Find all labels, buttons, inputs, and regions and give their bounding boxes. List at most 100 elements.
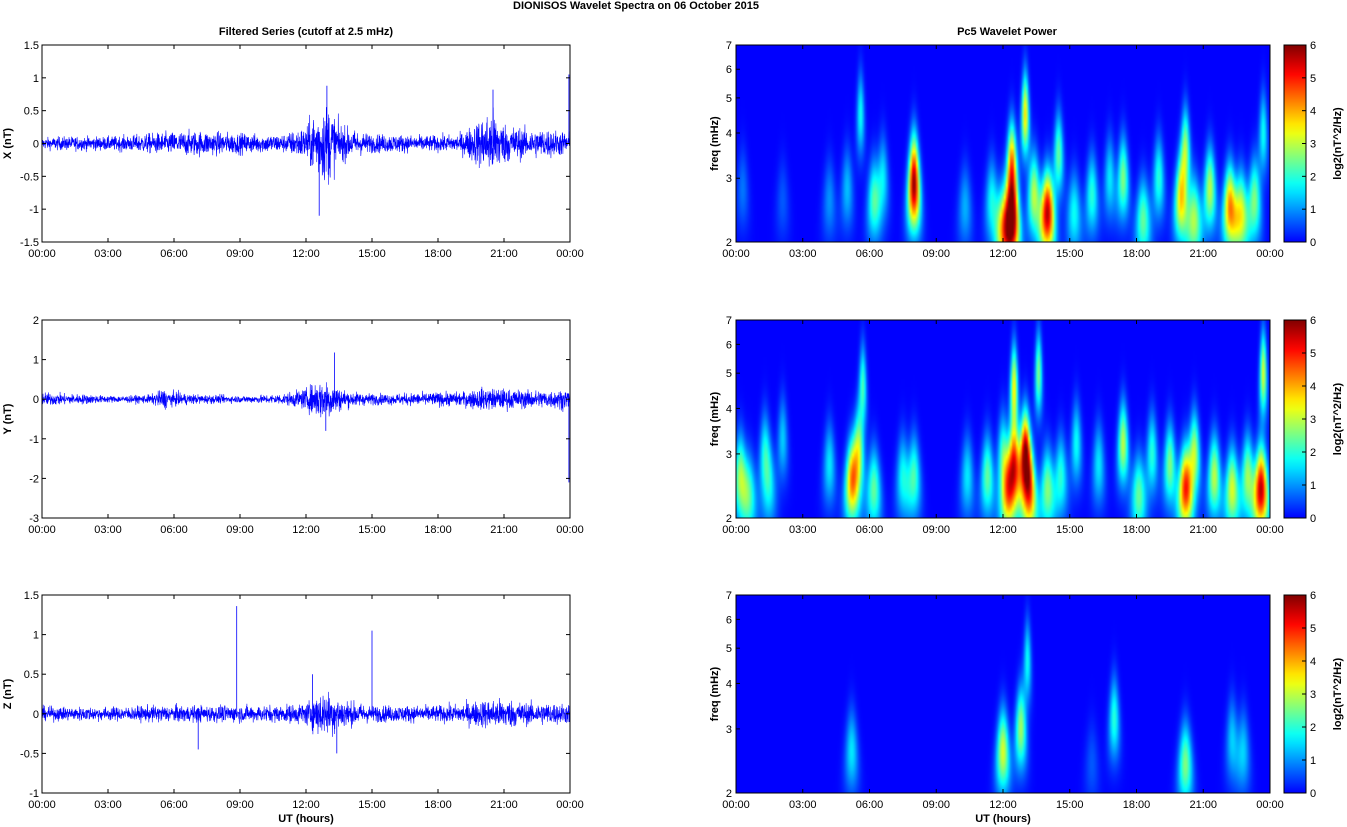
x-tick-label: 18:00 — [424, 248, 452, 260]
colorbar-tick-label: 2 — [1310, 171, 1316, 183]
y-tick-label: 2 — [33, 315, 39, 327]
x-tick-label: 15:00 — [358, 524, 386, 536]
colorbar-tick-label: 0 — [1310, 237, 1316, 249]
x-tick-label: 09:00 — [922, 524, 950, 536]
x-tick-label: 03:00 — [94, 248, 122, 260]
colorbar-tick-label: 6 — [1310, 315, 1316, 327]
x-tick-label: 12:00 — [989, 524, 1017, 536]
colorbar-tick-label: 5 — [1310, 348, 1316, 360]
x-tick-label: 15:00 — [1056, 524, 1084, 536]
y-tick-label: 4 — [726, 128, 732, 140]
y-tick-label: 6 — [726, 614, 732, 626]
x-tick-label: 00:00 — [556, 799, 584, 811]
x-tick-label: 21:00 — [490, 248, 518, 260]
y-tick-label: 0 — [33, 394, 39, 406]
y-tick-label: 3 — [726, 449, 732, 461]
y-tick-label: -1.5 — [20, 237, 39, 249]
y-tick-label: 1 — [33, 630, 39, 642]
y-tick-label: 1.5 — [24, 590, 39, 602]
x-tick-label: 12:00 — [989, 248, 1017, 260]
x-tick-label: 21:00 — [490, 799, 518, 811]
series-line-z — [42, 691, 570, 737]
series-panel-z: -1 -0.5 0 0.5 1 1.5 Z (nT) 00:00 03:00 06:00 09:00… — [2, 590, 584, 825]
x-tick-label: 12:00 — [292, 524, 320, 536]
y-tick-label: 7 — [726, 590, 732, 602]
panels: -1.5 -1 -0.5 0 0.5 1 1.5 X (nT) 00:00 03:00 06:00 0… — [2, 40, 1344, 825]
x-tick-label: 12:00 — [292, 799, 320, 811]
y-tick-label: 6 — [726, 64, 732, 76]
x-tick-label: 00:00 — [1256, 248, 1284, 260]
x-tick-label: 15:00 — [1056, 799, 1084, 811]
x-tick-label: 18:00 — [424, 524, 452, 536]
y-tick-label: 0.5 — [24, 669, 39, 681]
y-tick-label: -3 — [29, 513, 39, 525]
x-tick-label: 15:00 — [358, 248, 386, 260]
wavelet-panel-z: 2 3 4 5 6 7 freq (mHz) 00:00 03:00 06:00 09:00 12:0… — [709, 590, 1344, 825]
colorbar-tick-label: 1 — [1310, 480, 1316, 492]
wavelet-panel-y: 2 3 4 5 6 7 freq (mHz) 00:00 03:00 06:00 09:00 12:0… — [709, 315, 1344, 536]
colorbar-label: log2(nT^2/Hz) — [1332, 657, 1344, 730]
x-tick-label: 03:00 — [789, 524, 817, 536]
x-tick-label: 03:00 — [789, 248, 817, 260]
y-axis-label: freq (mHz) — [709, 116, 721, 171]
x-tick-label: 09:00 — [226, 524, 254, 536]
y-tick-label: 0 — [33, 709, 39, 721]
x-tick-label: 21:00 — [1189, 248, 1217, 260]
wavelet-power-heatmap — [736, 320, 1270, 518]
y-axis-label: Y (nT) — [2, 403, 14, 434]
x-tick-label: 15:00 — [358, 799, 386, 811]
x-tick-label: 18:00 — [1123, 524, 1151, 536]
y-axis-label: X (nT) — [2, 128, 14, 159]
colorbar-tick-label: 4 — [1310, 106, 1316, 118]
series-panel-x: -1.5 -1 -0.5 0 0.5 1 1.5 X (nT) 00:00 03:00 06:00 0… — [2, 40, 584, 260]
y-tick-label: -2 — [29, 473, 39, 485]
x-tick-label: 21:00 — [1189, 799, 1217, 811]
y-tick-label: 7 — [726, 40, 732, 52]
x-tick-label: 00:00 — [1256, 799, 1284, 811]
colorbar-tick-label: 5 — [1310, 623, 1316, 635]
colorbar-label: log2(nT^2/Hz) — [1332, 107, 1344, 180]
colorbar-tick-label: 0 — [1310, 788, 1316, 800]
y-tick-label: 5 — [726, 643, 732, 655]
x-tick-label: 09:00 — [922, 799, 950, 811]
colorbar-tick-label: 4 — [1310, 381, 1316, 393]
wavelet-power-heatmap — [736, 45, 1270, 242]
colorbar-tick-label: 4 — [1310, 656, 1316, 668]
x-tick-label: 00:00 — [556, 248, 584, 260]
x-tick-label: 18:00 — [424, 799, 452, 811]
y-tick-label: -1 — [29, 204, 39, 216]
y-tick-label: -0.5 — [20, 748, 39, 760]
x-tick-label: 00:00 — [28, 799, 56, 811]
colorbar-tick-label: 5 — [1310, 73, 1316, 85]
y-tick-label: 6 — [726, 339, 732, 351]
y-tick-label: -0.5 — [20, 171, 39, 183]
x-tick-label: 09:00 — [922, 248, 950, 260]
x-tick-label: 00:00 — [28, 524, 56, 536]
y-tick-label: 3 — [726, 724, 732, 736]
y-tick-label: 0 — [33, 139, 39, 151]
colorbar-tick-label: 0 — [1310, 513, 1316, 525]
colorbar-tick-label: 3 — [1310, 414, 1316, 426]
y-tick-label: 2 — [726, 513, 732, 525]
colorbar-tick-label: 1 — [1310, 755, 1316, 767]
x-tick-label: 03:00 — [94, 799, 122, 811]
x-tick-label: 00:00 — [1256, 524, 1284, 536]
wavelet-panel-x: 2 3 4 5 6 7 freq (mHz) 00:00 03:00 06:00 09:00 12:0… — [709, 40, 1344, 260]
y-axis-label: freq (mHz) — [709, 666, 721, 721]
x-tick-label: 12:00 — [292, 248, 320, 260]
y-tick-label: 4 — [726, 678, 732, 690]
x-tick-label: 06:00 — [856, 524, 884, 536]
x-axis-label: UT (hours) — [278, 813, 334, 825]
x-tick-label: 21:00 — [490, 524, 518, 536]
y-tick-label: -1 — [29, 434, 39, 446]
x-tick-label: 00:00 — [722, 248, 750, 260]
colorbar-label: log2(nT^2/Hz) — [1332, 382, 1344, 455]
x-tick-label: 15:00 — [1056, 248, 1084, 260]
colorbar-tick-label: 3 — [1310, 689, 1316, 701]
plot-frame — [41, 594, 571, 794]
series-panel-y: -3 -2 -1 0 1 2 Y (nT) 00:00 03:00 06:00 09:00 12:00… — [2, 315, 584, 536]
y-tick-label: 1 — [33, 355, 39, 367]
x-tick-label: 21:00 — [1189, 524, 1217, 536]
colorbar-tick-label: 2 — [1310, 722, 1316, 734]
x-tick-label: 12:00 — [989, 799, 1017, 811]
